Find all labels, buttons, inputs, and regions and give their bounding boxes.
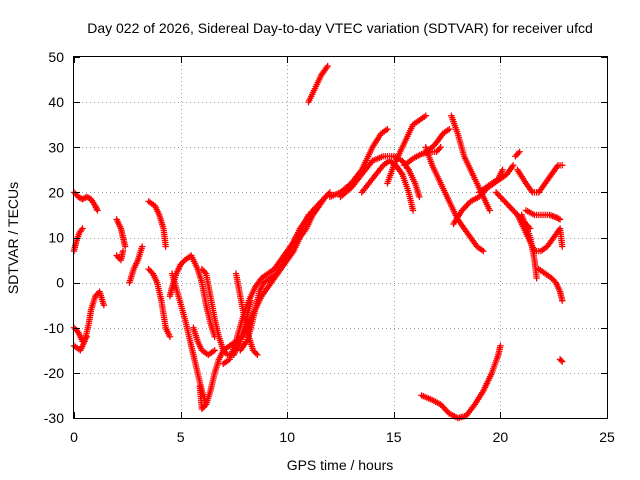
y-tick-label: -10 <box>44 320 64 336</box>
data-point <box>305 211 312 219</box>
data-marks <box>70 62 566 422</box>
data-point <box>409 207 417 214</box>
y-tick-label: 0 <box>56 275 64 291</box>
y-tick-label: -30 <box>44 410 64 426</box>
data-series-arc-34 <box>522 207 564 223</box>
data-point <box>324 62 331 70</box>
data-series-arc-12 <box>190 324 218 359</box>
data-point <box>559 162 566 169</box>
data-series-arc-8 <box>145 265 174 340</box>
data-point <box>94 207 101 214</box>
x-tick-label: 10 <box>279 429 295 445</box>
data-point <box>559 243 566 250</box>
data-series-arc-22 <box>384 112 429 187</box>
data-series-arc-27 <box>450 162 517 228</box>
y-tick-label: -20 <box>44 365 64 381</box>
data-point <box>384 126 391 133</box>
data-point <box>119 247 127 255</box>
data-point <box>556 216 564 223</box>
data-series-arc-9 <box>145 198 169 250</box>
data-series-arc-18 <box>305 62 331 106</box>
data-series-arc-33 <box>518 211 540 282</box>
x-tick-label: 20 <box>493 429 509 445</box>
x-tick-label: 5 <box>177 429 185 445</box>
data-point <box>321 195 328 202</box>
data-series-arc-24 <box>422 126 453 155</box>
data-series-arc-26 <box>448 112 493 214</box>
data-series-arc-17 <box>232 270 261 359</box>
data-point <box>437 144 444 151</box>
data-series-arc-4 <box>70 288 108 354</box>
data-series-arc-6 <box>113 216 129 250</box>
data-point <box>139 243 146 250</box>
data-series-arc-28 <box>475 166 506 196</box>
y-tick-label: 40 <box>48 94 64 110</box>
y-tick-label: 20 <box>48 184 64 200</box>
data-point <box>555 215 562 222</box>
y-tick-label: 30 <box>48 139 64 155</box>
data-series-arc-7 <box>126 243 146 286</box>
data-series-arc-36 <box>556 356 566 365</box>
data-point <box>79 225 86 232</box>
data-point <box>422 112 429 119</box>
axis-ticks: 0 5 10 15 20 25 -30 -20 -10 0 10 20 30 40 50 <box>44 49 615 445</box>
data-point <box>486 207 493 214</box>
data-point <box>499 166 506 174</box>
x-tick-label: 15 <box>386 429 402 445</box>
y-tick-label: 50 <box>48 49 64 65</box>
data-point <box>559 297 566 304</box>
data-point <box>162 243 169 250</box>
y-tick-label: 10 <box>48 230 64 246</box>
data-series-arc-31 <box>514 162 566 196</box>
data-series-arc-25 <box>422 144 487 255</box>
data-point <box>509 162 517 169</box>
data-series-arc-5 <box>113 247 127 264</box>
data-series-arc-30 <box>512 148 523 160</box>
x-axis-label: GPS time / hours <box>287 457 394 473</box>
data-point <box>166 333 174 340</box>
data-series-arc-19 <box>326 126 391 201</box>
data-point <box>559 358 566 365</box>
x-tick-label: 25 <box>599 429 615 445</box>
data-point <box>211 347 218 354</box>
data-point <box>254 351 261 359</box>
data-point <box>100 301 108 309</box>
data-point <box>557 357 565 364</box>
data-series-arc-20 <box>337 153 423 201</box>
data-point <box>533 274 540 282</box>
data-series-arc-35 <box>535 265 566 304</box>
data-point <box>497 342 504 349</box>
data-point <box>121 243 129 250</box>
chart-title: Day 022 of 2026, Sidereal Day-to-day VTE… <box>87 20 593 36</box>
data-series-arc-37 <box>418 342 504 422</box>
data-point <box>416 193 423 201</box>
data-point <box>516 148 523 155</box>
data-point <box>446 126 453 133</box>
x-tick-label: 0 <box>70 429 78 445</box>
y-axis-label: SDTVAR / TECUs <box>5 182 21 294</box>
data-point <box>480 247 487 255</box>
data-series-arc-1 <box>70 189 101 214</box>
plot-frame <box>73 56 608 419</box>
data-series-arc-32 <box>514 211 566 255</box>
data-series-arc-13 <box>196 189 334 413</box>
data-series-arc-21 <box>358 157 417 214</box>
